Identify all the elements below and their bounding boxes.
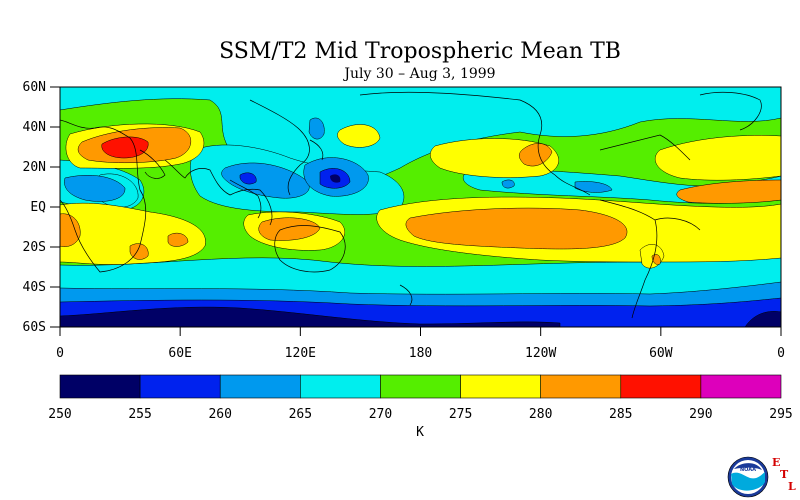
contour-band-275-280-kamchatka: [337, 124, 381, 148]
colorbar-unit: K: [416, 425, 424, 440]
contour-band-250-255-core: [330, 174, 341, 183]
longitude-tick-label: 0: [56, 346, 64, 361]
colorbar-tick-label: 285: [609, 407, 632, 422]
colorbar-swatch: [540, 374, 622, 399]
coastlines: [60, 91, 762, 319]
contour-band-280-285-npac: [519, 143, 553, 167]
longitude-tick-label: 120W: [525, 346, 556, 361]
contour-band-280-285-oz: [258, 217, 321, 241]
map-title: SSM/T2 Mid Tropospheric Mean TB: [219, 39, 621, 64]
colorbar-tick-label: 260: [208, 407, 231, 422]
colorbar-tick-label: 295: [769, 407, 792, 422]
contour-band-285-290-sahara: [101, 136, 149, 159]
latitude-tick-label: 20N: [23, 160, 46, 175]
logo-letter-e: E: [772, 456, 780, 469]
colorbar-tick-label: 270: [369, 407, 392, 422]
colorbar-tick-label: 280: [529, 407, 552, 422]
latitude-axis: 60N 40N 20N EQ 20S 40S 60S: [23, 80, 60, 335]
contour-band-280-285-sep: [405, 207, 628, 250]
noaa-logo: NOAA: [727, 456, 769, 498]
logo-letter-l: L: [788, 480, 796, 493]
latitude-tick-label: EQ: [30, 200, 46, 215]
colorbar-tick-label: 255: [128, 407, 151, 422]
colorbar-tick-label: 290: [689, 407, 712, 422]
map-subtitle: July 30 – Aug 3, 1999: [342, 66, 495, 82]
colorbar-tick-label: 250: [48, 407, 71, 422]
colorbar-swatch: [300, 374, 381, 399]
longitude-tick-label: 60W: [649, 346, 673, 361]
colorbar-tick-label: 265: [289, 407, 312, 422]
contour-band-275-280-natl: [655, 135, 781, 181]
temperature-map: [60, 87, 781, 327]
longitude-tick-label: 180: [409, 346, 432, 361]
colorbar: 250 255 260 265 270 275 280 285 290 295: [48, 374, 793, 422]
contour-band-275-280-south-indian: [60, 202, 206, 265]
colorbar-swatch: [380, 374, 461, 399]
colorbar-swatch: [219, 374, 301, 399]
contour-band-280-285-indian: [60, 213, 81, 247]
latitude-tick-label: 60N: [23, 80, 46, 95]
longitude-tick-label: 120E: [285, 346, 316, 361]
latitude-tick-label: 20S: [23, 240, 46, 255]
contour-band-260-265-arabia: [64, 175, 126, 202]
latitude-tick-label: 40N: [23, 120, 46, 135]
contour-band-250-255: [60, 306, 561, 327]
colorbar-swatch: [460, 374, 541, 399]
contour-band-260-265-westpac: [221, 162, 310, 199]
contour-band-255-260-b: [239, 172, 257, 185]
colorbar-tick-label: 275: [449, 407, 472, 422]
longitude-tick-label: 60E: [168, 346, 191, 361]
colorbar-swatch: [139, 374, 221, 399]
longitude-tick-label: 0: [777, 346, 785, 361]
colorbar-swatch: [620, 374, 702, 399]
colorbar-swatch: [700, 374, 782, 399]
contour-band-260-265-carib: [501, 179, 515, 189]
logo-letter-t: T: [780, 468, 789, 481]
noaa-logo-text: NOAA: [740, 467, 756, 473]
contour-band-280-285-oz2: [167, 232, 189, 247]
latitude-tick-label: 40S: [23, 280, 46, 295]
longitude-axis: 0 60E 120E 180 120W 60W 0: [56, 327, 785, 361]
colorbar-swatch: [59, 374, 141, 399]
contour-band-250-255-east: [744, 311, 781, 327]
contour-band-280-285-atl: [676, 179, 781, 204]
contour-band-260-265-japan: [308, 117, 325, 140]
latitude-tick-label: 60S: [23, 320, 46, 335]
